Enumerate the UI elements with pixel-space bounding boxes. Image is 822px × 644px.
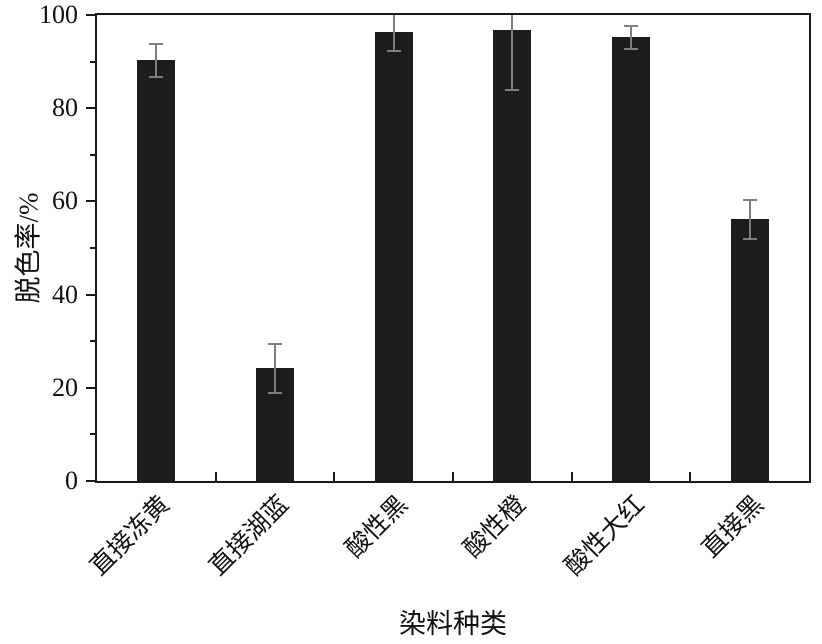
error-bar [274, 343, 276, 393]
error-bar [630, 25, 632, 49]
error-bar-cap-bottom [505, 89, 520, 92]
bar [374, 32, 413, 481]
error-bar-cap-bottom [386, 49, 401, 52]
x-axis-tick [452, 472, 454, 481]
x-category-label: 酸性橙 [459, 491, 532, 564]
plot-area [95, 13, 811, 483]
x-axis-tick [570, 472, 573, 481]
bar [730, 219, 769, 481]
error-bar-cap-bottom [742, 237, 757, 240]
y-axis-major-tick [86, 107, 95, 110]
y-axis-major-tick [86, 386, 95, 389]
x-axis-tick [689, 472, 692, 481]
y-axis-major-tick [86, 480, 95, 482]
error-bar-cap-top [624, 24, 638, 27]
y-tick-label: 80 [52, 93, 78, 123]
x-category-label: 直接冻黄 [85, 491, 176, 581]
error-bar-cap-bottom [624, 48, 638, 51]
x-category-label: 直接湖蓝 [204, 491, 295, 581]
error-bar [155, 43, 158, 77]
y-tick-label: 100 [39, 0, 78, 29]
y-tick-label: 0 [65, 466, 78, 495]
y-axis-major-tick [86, 14, 95, 16]
error-bar-cap-top [149, 42, 164, 45]
x-category-label: 直接黑 [696, 491, 769, 564]
bar [493, 29, 532, 481]
y-axis-major-tick [86, 293, 95, 296]
error-bar [392, 15, 395, 51]
x-axis-tick [333, 472, 336, 481]
error-bar-cap-bottom [268, 391, 282, 394]
bar [612, 37, 650, 481]
bar [137, 60, 176, 481]
error-bar [511, 15, 514, 91]
x-axis-title: 染料种类 [399, 609, 507, 639]
x-category-label: 酸性黑 [340, 491, 413, 564]
error-bar-cap-bottom [149, 75, 164, 78]
y-tick-label: 20 [52, 372, 78, 402]
x-axis-tick [214, 472, 217, 481]
x-category-label: 酸性大红 [560, 491, 651, 581]
error-bar [748, 199, 751, 239]
y-axis-title: 脱色率/% [13, 192, 44, 304]
error-bar-cap-top [268, 342, 282, 345]
y-axis-major-tick [86, 200, 95, 203]
error-bar-cap-top [742, 198, 757, 201]
